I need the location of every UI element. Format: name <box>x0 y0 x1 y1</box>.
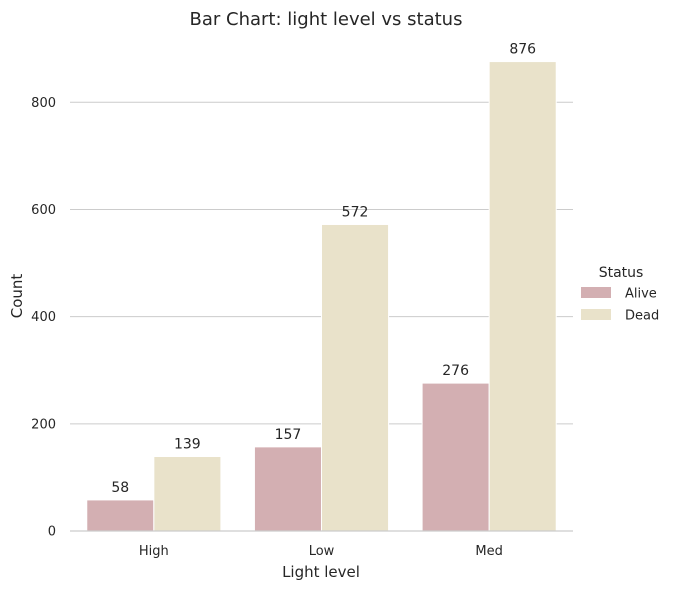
data-label: 572 <box>342 204 369 220</box>
y-axis-label: Count <box>8 274 26 319</box>
y-tick-label: 200 <box>31 417 56 432</box>
legend-swatch-alive <box>581 287 611 298</box>
bar-alive-high <box>86 499 155 532</box>
bar-alive-low <box>253 446 322 532</box>
legend-title: Status <box>599 265 644 281</box>
x-axis-label: Light level <box>282 563 360 581</box>
x-tick-label: Low <box>309 544 335 559</box>
data-label: 139 <box>174 437 201 453</box>
data-label: 58 <box>111 480 129 496</box>
bars <box>86 61 557 532</box>
x-tick-label: Med <box>475 544 502 559</box>
x-tick-label: High <box>139 544 169 559</box>
data-label: 276 <box>442 363 469 379</box>
data-label: 876 <box>509 42 536 58</box>
y-tick-label: 0 <box>48 525 56 540</box>
legend-swatch-dead <box>581 309 611 320</box>
legend-label-dead: Dead <box>625 309 659 324</box>
bar-dead-low <box>321 223 390 532</box>
legend: Status Alive Dead <box>581 265 659 324</box>
chart-title: Bar Chart: light level vs status <box>190 9 463 30</box>
bar-dead-med <box>488 61 557 532</box>
x-axis-ticks: High Low Med <box>139 544 503 559</box>
y-tick-label: 400 <box>31 310 56 325</box>
y-axis-ticks: 0 200 400 600 800 <box>31 96 56 540</box>
bar-dead-high <box>153 456 222 532</box>
legend-label-alive: Alive <box>625 287 657 302</box>
data-labels: 58 139 157 572 276 876 <box>111 42 536 496</box>
y-tick-label: 600 <box>31 203 56 218</box>
data-label: 157 <box>275 427 302 443</box>
y-tick-label: 800 <box>31 96 56 111</box>
bar-alive-med <box>421 382 490 532</box>
